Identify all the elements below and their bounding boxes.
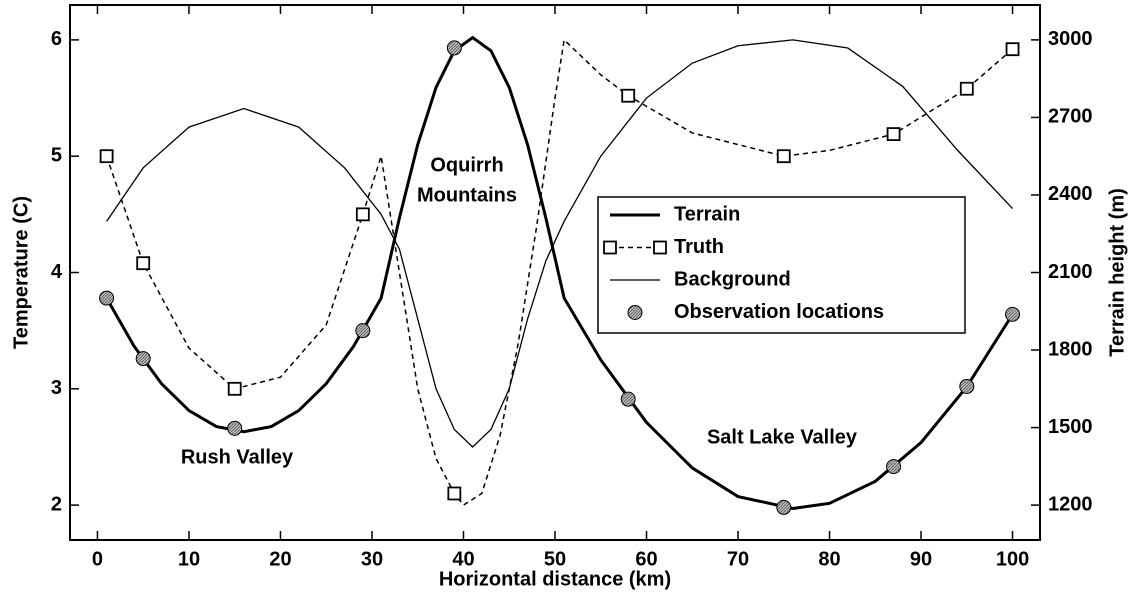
square-marker	[621, 88, 636, 103]
legend-label: Truth	[674, 236, 724, 258]
y-tick-label: 4	[51, 261, 63, 283]
y-tick-label: 5	[51, 144, 62, 166]
y2-tick-label: 2100	[1048, 261, 1093, 283]
x-tick-label: 10	[178, 548, 200, 570]
square-marker	[447, 486, 462, 501]
annotation: Salt Lake Valley	[707, 426, 858, 448]
circle-marker	[959, 378, 975, 394]
x-tick-label: 30	[361, 548, 383, 570]
y2-tick-label: 1500	[1048, 416, 1093, 438]
square-marker	[959, 81, 974, 96]
x-tick-label: 50	[544, 548, 566, 570]
x-tick-label: 90	[910, 548, 932, 570]
x-tick-label: 100	[996, 548, 1029, 570]
square-marker	[136, 256, 151, 271]
circle-marker	[135, 351, 151, 367]
square-marker	[776, 149, 791, 164]
circle-marker	[227, 420, 243, 436]
circle-marker	[446, 40, 462, 56]
legend-marker	[653, 240, 667, 255]
legend-marker	[627, 305, 643, 320]
annotation: Oquirrh	[430, 154, 503, 176]
legend-marker	[603, 240, 617, 255]
legend-label: Background	[674, 268, 791, 290]
y-tick-label: 3	[51, 377, 62, 399]
y-axis-label: Temperature (C)	[10, 196, 32, 349]
x-axis-label: Horizontal distance (km)	[439, 568, 671, 590]
series-line	[105, 38, 1014, 507]
annotation: Mountains	[417, 184, 517, 206]
circle-marker	[886, 459, 902, 475]
y2-tick-label: 3000	[1048, 28, 1093, 50]
square-marker	[227, 381, 242, 396]
x-tick-label: 80	[818, 548, 840, 570]
y2-axis-label: Terrain height (m)	[1106, 188, 1128, 357]
circle-marker	[1005, 306, 1021, 322]
y2-tick-label: 1200	[1048, 493, 1093, 515]
series-line	[105, 35, 1014, 510]
x-tick-label: 40	[452, 548, 474, 570]
circle-marker	[99, 290, 115, 306]
y2-tick-label: 2400	[1048, 183, 1093, 205]
x-tick-label: 60	[635, 548, 657, 570]
square-marker	[99, 149, 114, 164]
y-tick-label: 6	[51, 28, 62, 50]
y-tick-label: 2	[51, 493, 62, 515]
square-marker	[355, 207, 370, 222]
legend-label: Observation locations	[674, 301, 884, 323]
plot-frame	[69, 4, 1041, 541]
x-tick-label: 20	[269, 548, 291, 570]
circle-marker	[355, 323, 371, 339]
y2-tick-label: 2700	[1048, 106, 1093, 128]
y2-tick-label: 1800	[1048, 338, 1093, 360]
circle-marker	[620, 391, 636, 407]
square-marker	[886, 127, 901, 141]
legend-box	[597, 196, 966, 334]
annotation: Rush Valley	[181, 446, 294, 468]
x-tick-label: 70	[727, 548, 749, 570]
square-marker	[1005, 42, 1020, 57]
x-tick-label: 0	[92, 548, 103, 570]
series-line	[106, 39, 1014, 448]
legend-label: Terrain	[674, 203, 740, 225]
circle-marker	[776, 499, 792, 515]
